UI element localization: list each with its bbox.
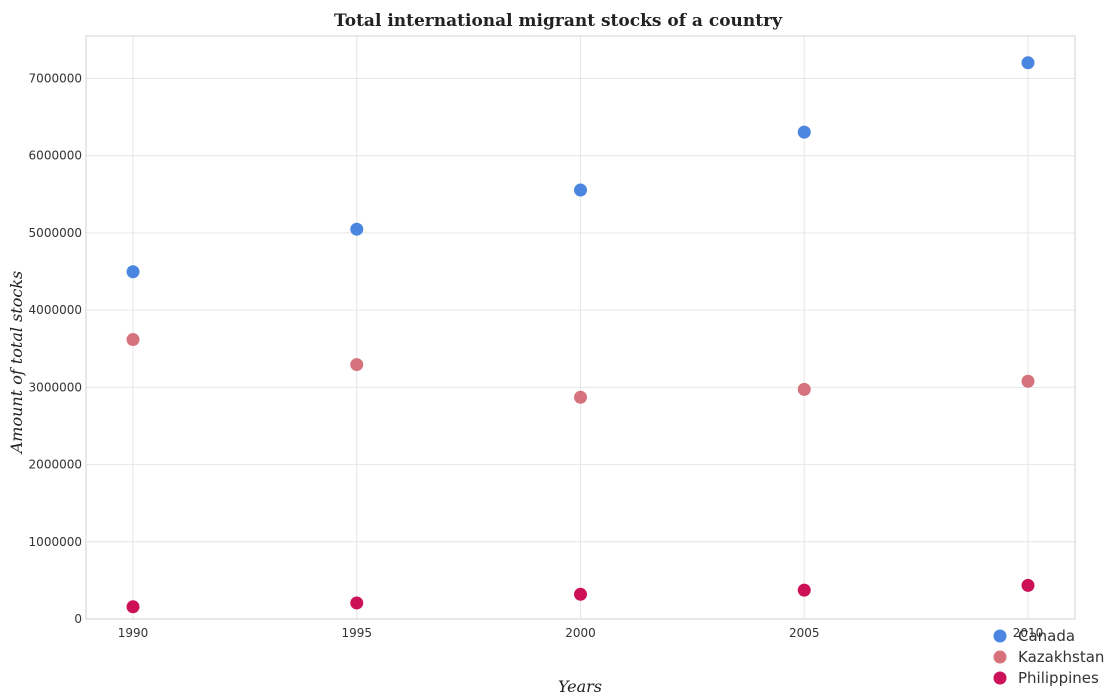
point-philippines-1995 [350, 596, 364, 610]
x-tick-label: 1995 [341, 626, 372, 640]
y-axis-label: Amount of total stocks [7, 271, 26, 456]
y-tick-label: 2000000 [29, 458, 82, 472]
y-tick-label: 6000000 [29, 149, 82, 163]
legend-marker-canada [993, 629, 1007, 643]
point-philippines-2010 [1021, 578, 1035, 592]
point-canada-2000 [574, 183, 587, 197]
point-philippines-2005 [797, 583, 811, 597]
legend-marker-philippines [993, 671, 1007, 685]
legend: Canada Kazakhstan Philippines [993, 627, 1104, 687]
point-kazakhstan-2000 [574, 390, 587, 404]
y-tick-label: 5000000 [29, 226, 82, 240]
x-tick-label: 2010 [1013, 626, 1044, 640]
point-canada-2010 [1021, 56, 1035, 70]
point-philippines-2000 [574, 587, 587, 601]
point-kazakhstan-1995 [350, 358, 364, 372]
legend-label-canada: Canada [1018, 627, 1075, 645]
x-tick-label: 1990 [118, 626, 149, 640]
y-axis-ticks: 0 1000000 2000000 3000000 4000000 5000000 6000… [29, 71, 82, 626]
y-tick-label: 0 [74, 612, 82, 626]
point-canada-2005 [797, 125, 811, 139]
x-tick-label: 2000 [565, 626, 596, 640]
point-canada-1995 [350, 222, 364, 236]
y-tick-label: 7000000 [29, 71, 82, 85]
plot-area [85, 35, 1076, 620]
legend-marker-kazakhstan [993, 650, 1007, 664]
x-tick-label: 2005 [789, 626, 820, 640]
data-points [126, 56, 1035, 614]
x-axis-label: Years [558, 677, 602, 696]
grid-lines [86, 36, 1075, 620]
point-kazakhstan-1990 [126, 333, 140, 347]
chart-title: Total international migrant stocks of a … [334, 11, 783, 31]
legend-label-philippines: Philippines [1018, 669, 1099, 687]
x-axis-ticks: 1990 1995 2000 2005 2010 [118, 626, 1044, 640]
y-tick-label: 3000000 [29, 380, 82, 394]
point-kazakhstan-2005 [797, 382, 811, 396]
point-kazakhstan-2010 [1021, 374, 1035, 388]
y-tick-label: 4000000 [29, 303, 82, 317]
legend-label-kazakhstan: Kazakhstan [1018, 648, 1104, 666]
point-canada-1990 [126, 265, 140, 279]
point-philippines-1990 [126, 600, 140, 614]
y-tick-label: 1000000 [29, 535, 82, 549]
